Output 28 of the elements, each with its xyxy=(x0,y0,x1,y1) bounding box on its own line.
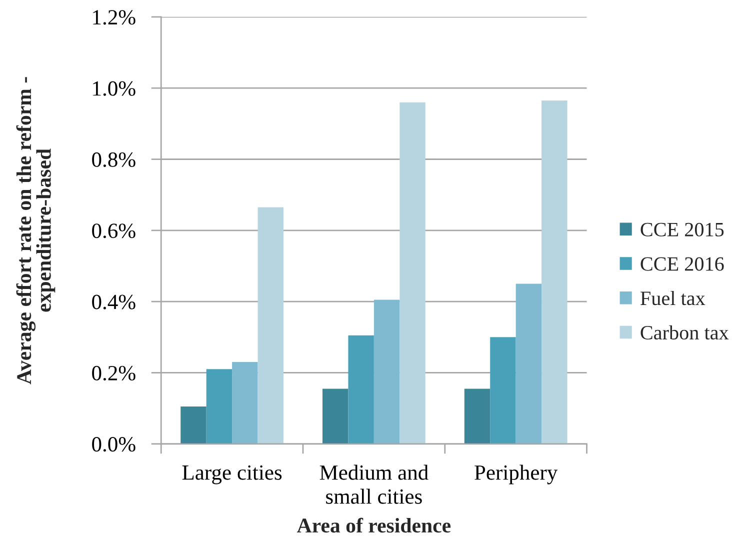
y-tick-label: 0.6% xyxy=(92,224,136,238)
bar xyxy=(374,300,400,444)
y-tick-label: 0.4% xyxy=(92,294,136,310)
y-tick-label: 0.8% xyxy=(92,152,136,168)
x-tick-label: Large cities xyxy=(182,465,282,484)
bar xyxy=(180,406,206,444)
y-tick-label: 1.0% xyxy=(93,81,136,96)
y-tick-label: 0.2% xyxy=(92,366,136,381)
bar xyxy=(516,284,542,444)
x-tick-label: Medium and small cities xyxy=(320,464,428,504)
bar xyxy=(348,335,374,444)
bar xyxy=(322,388,348,444)
bar xyxy=(542,100,568,444)
legend-label: CCE 2015 xyxy=(640,222,724,236)
bar xyxy=(490,337,516,444)
legend-label: CCE 2016 xyxy=(640,257,724,271)
bar xyxy=(258,207,284,444)
legend-label: Carbon tax xyxy=(640,325,729,340)
bar xyxy=(464,388,490,444)
y-axis-title: Average effort rate on the reform - expenditure-based xyxy=(16,77,56,384)
bar xyxy=(400,102,426,444)
legend-label: Fuel tax xyxy=(640,290,706,306)
x-axis-title: Area of residence xyxy=(296,518,451,533)
y-tick-label: 0.0% xyxy=(92,437,136,452)
bar xyxy=(206,369,232,444)
y-tick-label: 1.2% xyxy=(93,10,136,25)
x-tick-label: Periphery xyxy=(474,464,558,484)
bar xyxy=(232,362,258,444)
